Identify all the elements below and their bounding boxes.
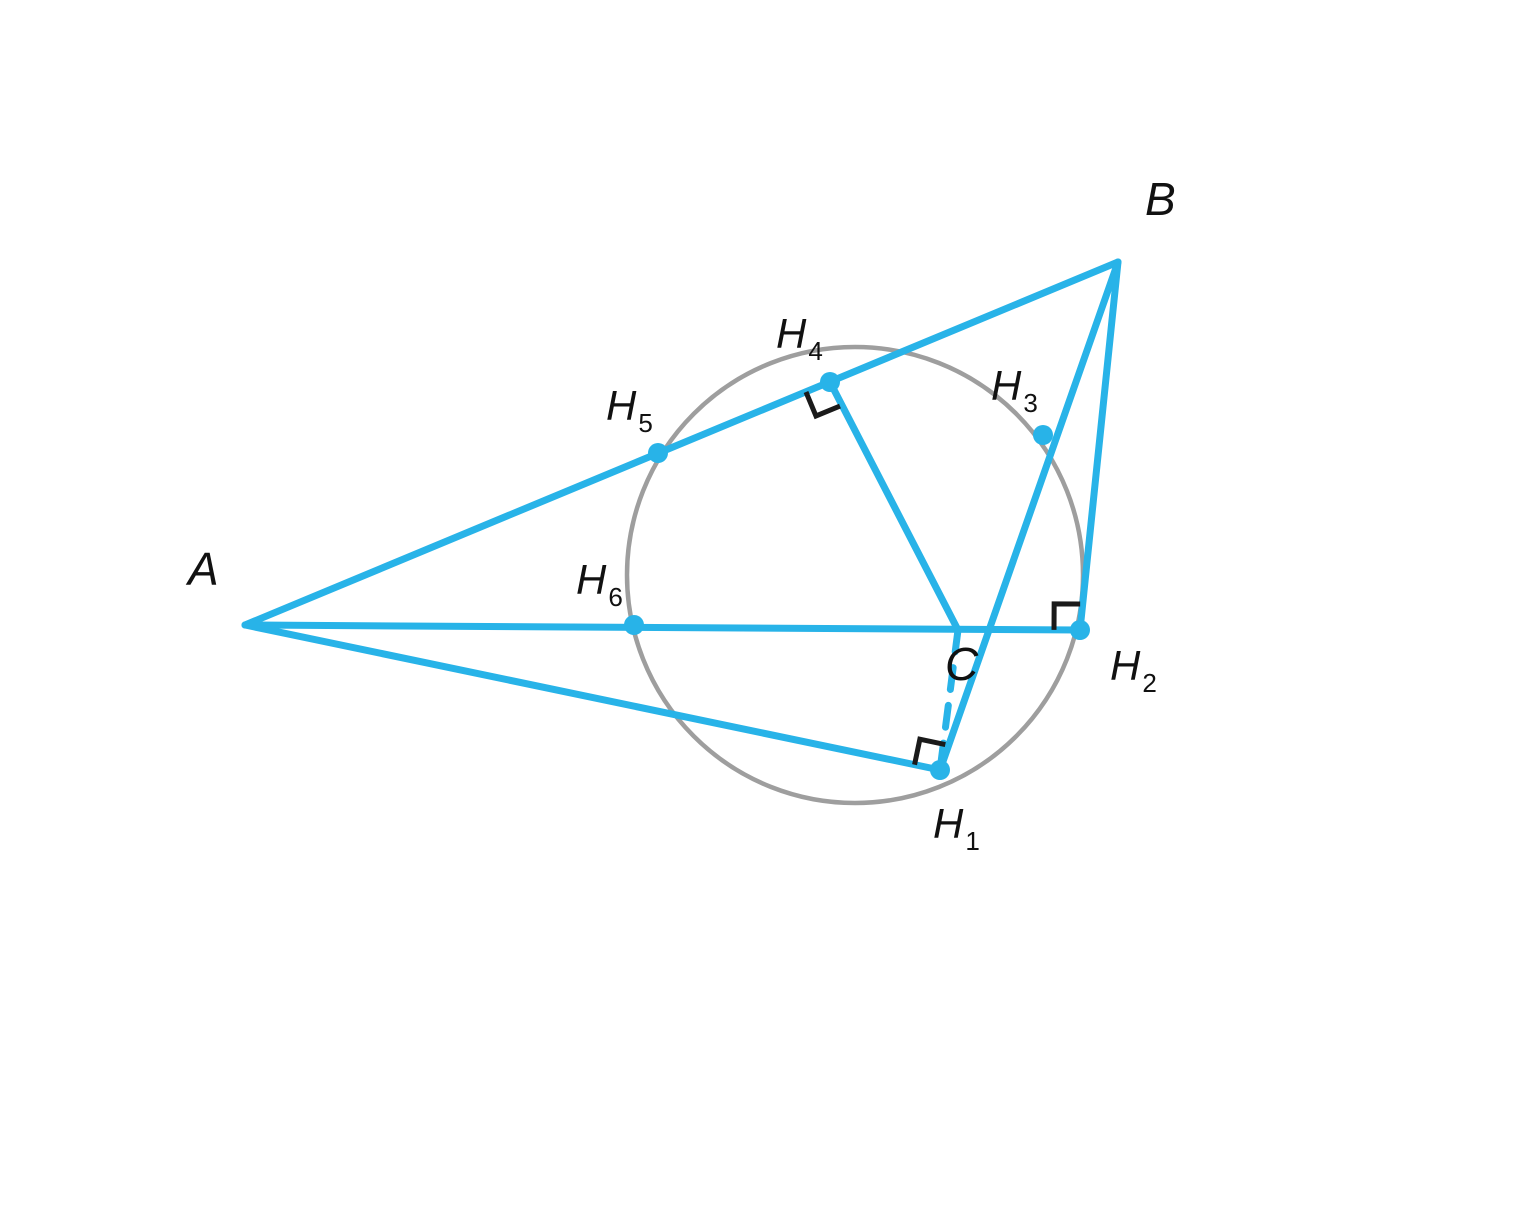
point-H4	[820, 372, 840, 392]
point-H1	[930, 760, 950, 780]
point-H2	[1070, 620, 1090, 640]
label-C: C	[945, 638, 979, 690]
point-H6	[624, 615, 644, 635]
geometry-diagram: ABCH1H2H3H4H5H6	[0, 0, 1536, 1224]
label-H6: H6	[576, 556, 623, 612]
label-H1: H1	[933, 800, 980, 856]
label-A: A	[185, 543, 219, 595]
label-H5: H5	[606, 382, 653, 438]
label-B: B	[1145, 173, 1176, 225]
point-H5	[648, 443, 668, 463]
line-A-H1	[245, 625, 940, 770]
point-H3	[1033, 425, 1053, 445]
label-H2: H2	[1110, 642, 1157, 698]
line-C-H4	[830, 382, 958, 630]
line-A-B	[245, 262, 1118, 625]
circle	[627, 347, 1083, 803]
